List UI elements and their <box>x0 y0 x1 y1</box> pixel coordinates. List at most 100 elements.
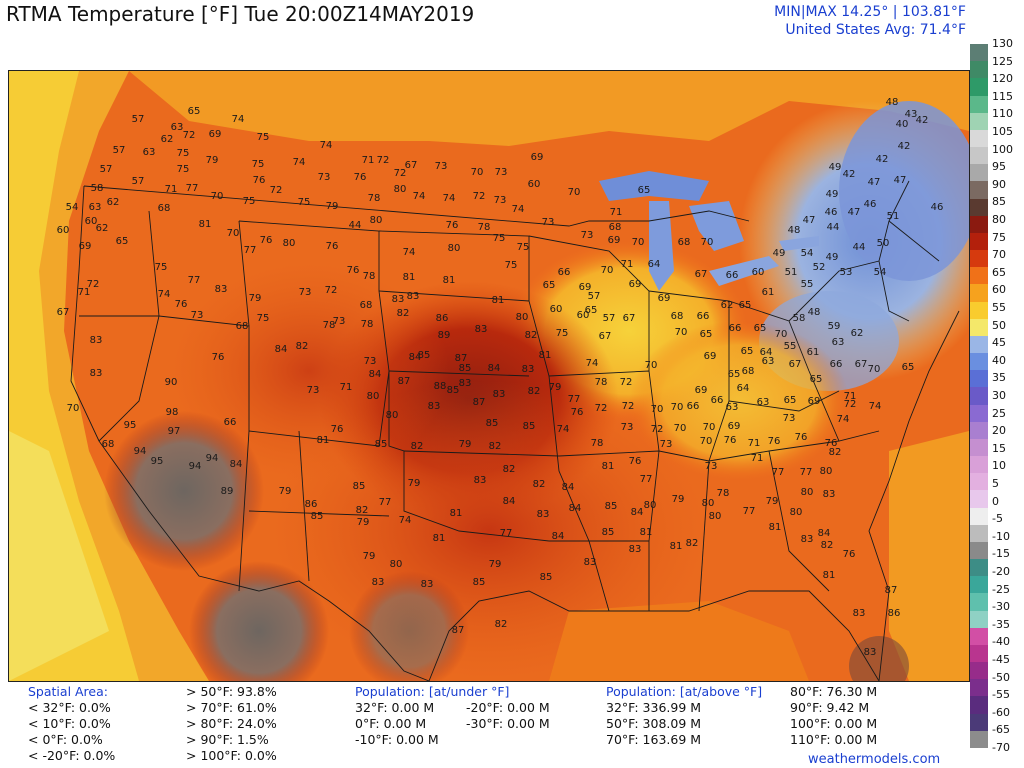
temperature-label: 60 <box>528 179 541 190</box>
temperature-label: 66 <box>224 417 237 428</box>
temperature-label: 79 <box>672 494 685 505</box>
temperature-label: 62 <box>721 300 734 311</box>
color-scale-swatch <box>970 730 988 749</box>
temperature-label: 74 <box>413 191 426 202</box>
atlantic-ocean <box>889 431 969 681</box>
color-scale-label: 95 <box>992 160 1006 174</box>
temperature-label: 73 <box>318 172 331 183</box>
temperature-label: 71 <box>844 391 857 402</box>
temperature-label: 73 <box>705 461 718 472</box>
temperature-label: 95 <box>151 456 164 467</box>
temperature-label: 82 <box>533 479 546 490</box>
temperature-label: 81 <box>199 219 212 230</box>
temperature-label: 68 <box>742 366 755 377</box>
temperature-label: 75 <box>177 164 190 175</box>
color-scale-label: 0 <box>992 494 999 508</box>
temperature-label: 81 <box>539 350 552 361</box>
temperature-label: 78 <box>368 193 381 204</box>
source-credit[interactable]: weathermodels.com <box>808 752 941 767</box>
temperature-label: 66 <box>711 395 724 406</box>
temperature-label: 72 <box>325 285 338 296</box>
color-scale-swatch <box>970 473 988 491</box>
temperature-label: 72 <box>377 155 390 166</box>
temperature-label: 76 <box>629 456 642 467</box>
temperature-label: 66 <box>729 323 742 334</box>
temperature-label: 76 <box>795 432 808 443</box>
temperature-label: 77 <box>188 275 201 286</box>
temperature-label: 80 <box>516 312 529 323</box>
temperature-label: 83 <box>493 389 506 400</box>
temperature-label: 67 <box>855 359 868 370</box>
color-scale-label: -45 <box>992 653 1010 666</box>
color-scale-label: 120 <box>992 72 1013 86</box>
temperature-label: 80 <box>390 559 403 570</box>
temperature-label: 66 <box>687 401 700 412</box>
temperature-label: 77 <box>379 497 392 508</box>
color-scale-swatch <box>970 559 988 577</box>
temperature-label: 84 <box>369 369 382 380</box>
temperature-label: 75 <box>493 233 506 244</box>
temperature-label: 73 <box>191 310 204 321</box>
color-scale-swatch <box>970 456 988 474</box>
color-scale-swatch <box>970 696 988 715</box>
stat-line: 80°F: 76.30 M <box>790 684 878 699</box>
temperature-label: 72 <box>183 130 196 141</box>
temperature-label: 76 <box>326 241 339 252</box>
temperature-label: 78 <box>595 377 608 388</box>
temperature-label: 73 <box>495 167 508 178</box>
temperature-label: 85 <box>353 481 366 492</box>
temperature-label: 75 <box>298 197 311 208</box>
temperature-map[interactable]: 65 57 63 74 62 72 69 75 57 63 75 74 71 72 67 73 70 73 69 57… <box>8 70 970 682</box>
temperature-label: 72 <box>87 279 100 290</box>
temperature-label: 72 <box>651 424 664 435</box>
color-scale-label: -60 <box>992 705 1010 719</box>
color-scale-label: 60 <box>992 283 1006 297</box>
temperature-label: 80 <box>702 498 715 509</box>
stat-line: 50°F: 308.09 M <box>606 716 702 731</box>
temperature-label: 81 <box>450 508 463 519</box>
temperature-label: 44 <box>827 222 840 233</box>
temperature-label: 76 <box>825 438 838 449</box>
temperature-label: 65 <box>741 346 754 357</box>
temperature-label: 60 <box>57 225 70 236</box>
temperature-label: 82 <box>829 447 842 458</box>
temperature-label: 70 <box>775 329 788 340</box>
stat-line: < 0°F: 0.0% <box>28 732 103 747</box>
color-scale-label: 45 <box>992 336 1006 350</box>
temperature-label: 71 <box>340 382 353 393</box>
temperature-label: 83 <box>823 489 836 500</box>
temperature-label: 84 <box>562 482 575 493</box>
temperature-label: 82 <box>503 464 516 475</box>
temperature-label: 46 <box>864 199 877 210</box>
stat-line: > 50°F: 93.8% <box>186 684 277 699</box>
temperature-label: 69 <box>695 385 708 396</box>
temperature-label: 70 <box>67 403 80 414</box>
temperature-label: 78 <box>323 320 336 331</box>
temperature-label: 44 <box>349 220 362 231</box>
temperature-label: 59 <box>828 321 841 332</box>
lake-erie <box>709 256 779 286</box>
temperature-label: 47 <box>868 177 881 188</box>
temperature-label: 72 <box>595 403 608 414</box>
temperature-label: 70 <box>568 187 581 198</box>
temperature-label: 75 <box>155 262 168 273</box>
temperature-label: 53 <box>840 267 853 278</box>
temperature-label: 75 <box>257 313 270 324</box>
color-scale-bar <box>970 44 988 749</box>
color-scale-label: 10 <box>992 459 1006 473</box>
temperature-label: 78 <box>591 438 604 449</box>
color-scale-label: -40 <box>992 635 1010 649</box>
temperature-label: 84 <box>569 503 582 514</box>
color-scale-swatch <box>970 576 988 594</box>
temperature-label: 82 <box>356 505 369 516</box>
color-scale-label: -20 <box>992 565 1010 578</box>
us-average-readout: United States Avg: 71.4°F <box>785 22 966 38</box>
spatial-area-header: Spatial Area: <box>28 684 108 699</box>
stat-line: 90°F: 9.42 M <box>790 700 870 715</box>
temperature-label: 70 <box>601 265 614 276</box>
temperature-label: 69 <box>531 152 544 163</box>
temperature-label: 70 <box>645 360 658 371</box>
color-scale-label: 30 <box>992 389 1006 402</box>
color-scale-label: 25 <box>992 406 1006 420</box>
color-scale-swatch <box>970 250 988 268</box>
